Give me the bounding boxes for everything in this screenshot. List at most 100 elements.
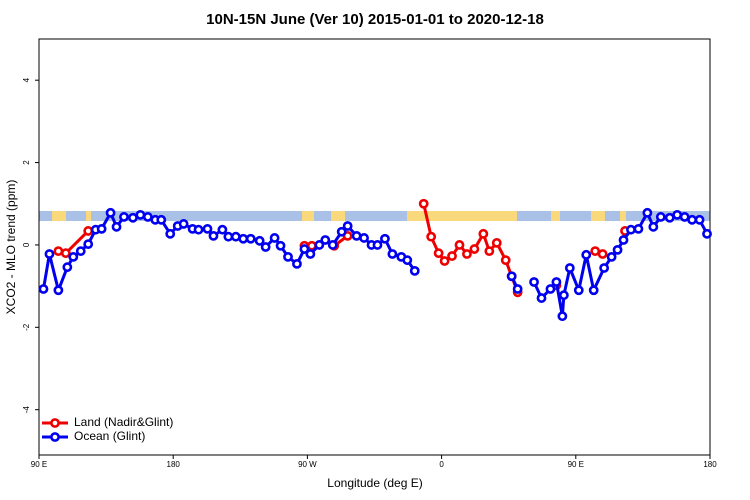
- x-tick-label: 180: [167, 460, 181, 469]
- data-point: [506, 271, 517, 282]
- data-point: [283, 251, 293, 262]
- data-point: [372, 240, 383, 250]
- data-point: [454, 240, 465, 250]
- data-point: [558, 290, 569, 301]
- data-point: [612, 244, 623, 255]
- data-point: [618, 235, 629, 245]
- data-point: [484, 246, 495, 257]
- data-point: [254, 235, 265, 246]
- data-point: [500, 255, 511, 266]
- data-point: [230, 231, 241, 242]
- data-point: [418, 198, 429, 209]
- y-tick-label: 2: [22, 160, 31, 165]
- data-point: [573, 285, 584, 296]
- data-point: [292, 258, 302, 269]
- legend-marker: [50, 432, 60, 442]
- data-point: [119, 212, 129, 222]
- data-point: [178, 219, 189, 229]
- x-tick-label: 90 W: [298, 460, 317, 469]
- legend-marker: [50, 418, 60, 428]
- data-point: [564, 263, 575, 273]
- data-point: [327, 240, 338, 250]
- y-tick-label: -2: [22, 323, 31, 331]
- data-point: [208, 230, 219, 241]
- data-point: [60, 248, 71, 259]
- data-point: [53, 285, 64, 296]
- data-point: [672, 209, 683, 220]
- data-point: [380, 233, 390, 244]
- data-point: [202, 223, 213, 234]
- data-point: [478, 228, 489, 239]
- data-point: [679, 212, 690, 222]
- data-point: [439, 256, 450, 266]
- data-point: [491, 237, 502, 248]
- data-point: [642, 207, 653, 218]
- data-point: [664, 212, 675, 223]
- data-point: [588, 285, 599, 296]
- data-point: [655, 212, 666, 222]
- data-point: [111, 221, 122, 232]
- data-point: [426, 231, 437, 242]
- x-axis-label: Longitude (deg E): [327, 476, 422, 490]
- data-point: [469, 244, 480, 254]
- legend-label: Land (Nadir&Glint): [74, 415, 173, 429]
- data-point: [447, 251, 457, 261]
- data-point: [314, 240, 325, 250]
- data-point: [702, 228, 712, 239]
- data-point: [687, 214, 698, 225]
- data-point: [193, 224, 204, 235]
- data-point: [590, 246, 601, 257]
- data-point: [599, 263, 610, 273]
- data-point: [275, 240, 286, 251]
- x-tick-label: 0: [439, 460, 444, 469]
- y-tick-label: 0: [22, 242, 31, 247]
- data-point: [269, 233, 280, 243]
- data-point: [557, 311, 568, 322]
- data-point: [433, 248, 444, 259]
- data-point: [217, 224, 228, 235]
- data-point: [606, 251, 617, 262]
- data-point: [38, 284, 49, 294]
- plot-frame: [38, 38, 711, 456]
- data-point: [536, 293, 547, 303]
- data-point: [96, 223, 107, 234]
- data-point: [320, 235, 331, 245]
- y-tick-label: -4: [22, 406, 31, 414]
- data-point: [75, 246, 86, 257]
- data-point: [53, 246, 64, 257]
- data-point: [402, 255, 413, 266]
- data-point: [648, 221, 659, 232]
- data-point: [597, 249, 608, 259]
- chart-title: 10N-15N June (Ver 10) 2015-01-01 to 2020…: [206, 11, 544, 28]
- data-point: [633, 223, 644, 234]
- data-point: [626, 224, 636, 235]
- land-ocean-strip: [39, 211, 710, 221]
- data-point: [351, 230, 362, 241]
- data-point: [512, 284, 523, 294]
- data-point: [299, 244, 310, 254]
- data-point: [68, 251, 79, 262]
- data-point: [44, 249, 55, 259]
- data-point: [135, 209, 146, 220]
- x-tick-label: 90 E: [31, 460, 47, 469]
- y-axis-label: XCO2 - MLO trend (ppm): [4, 180, 18, 315]
- data-point: [336, 226, 347, 237]
- x-tick-label: 180: [703, 460, 717, 469]
- data-point: [156, 214, 167, 225]
- y-tick-label: 4: [22, 77, 31, 82]
- legend-label: Ocean (Glint): [74, 429, 145, 443]
- data-point: [387, 249, 398, 259]
- data-point: [359, 233, 369, 243]
- data-point: [128, 212, 138, 223]
- data-point: [581, 249, 592, 260]
- data-point: [529, 277, 539, 287]
- data-point: [223, 231, 234, 242]
- data-point: [83, 239, 94, 250]
- data-point: [260, 242, 271, 252]
- data-point: [245, 233, 256, 244]
- data-point: [62, 262, 73, 273]
- data-point: [694, 214, 705, 225]
- x-tick-label: 90 E: [568, 460, 584, 469]
- data-point: [545, 284, 556, 294]
